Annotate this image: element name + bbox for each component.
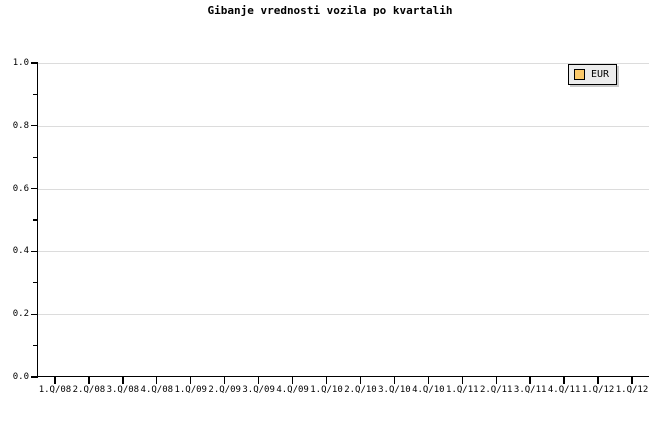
chart-legend[interactable]: EUR bbox=[568, 64, 618, 85]
gridline bbox=[38, 251, 649, 253]
y-axis-label: 1.0 bbox=[12, 58, 29, 68]
x-axis-label: 4.Q/08 bbox=[140, 385, 174, 395]
gridline bbox=[38, 63, 649, 64]
x-axis-tick bbox=[190, 377, 192, 384]
y-axis-tick bbox=[31, 313, 38, 315]
x-axis-label: 1.Q/09 bbox=[174, 385, 207, 395]
plot-area bbox=[38, 63, 649, 377]
x-axis-tick bbox=[393, 377, 396, 384]
x-axis-tick bbox=[291, 377, 294, 384]
y-axis-tick bbox=[31, 62, 38, 64]
x-axis-label: 1.Q/08 bbox=[38, 385, 72, 395]
x-axis-label: 1.Q/12 bbox=[581, 385, 615, 395]
chart-title: Gibanje vrednosti vozila po kvartalih bbox=[207, 4, 453, 17]
x-axis-label: 4.Q/09 bbox=[276, 385, 309, 395]
x-axis-label: 3.Q/10 bbox=[378, 385, 411, 395]
x-axis-label: 1.Q/11 bbox=[446, 385, 479, 395]
x-axis-label: 2.Q/09 bbox=[208, 385, 241, 395]
y-axis-label-wrap: 0.2 bbox=[0, 309, 29, 319]
x-axis-label: 1.Q/12 bbox=[615, 385, 649, 395]
x-axis-tick bbox=[631, 377, 633, 384]
y-axis-label: 0.0 bbox=[12, 372, 29, 382]
x-axis-label: 4.Q/10 bbox=[412, 385, 445, 395]
y-axis-tick bbox=[31, 376, 38, 378]
legend-swatch-eur bbox=[574, 69, 585, 80]
y-axis-label-wrap: 0.8 bbox=[0, 121, 29, 131]
x-axis-label: 3.Q/08 bbox=[106, 385, 140, 395]
x-axis-label: 2.Q/08 bbox=[72, 385, 106, 395]
x-axis-tick bbox=[495, 377, 497, 384]
x-axis-tick bbox=[54, 377, 56, 384]
y-axis-tick bbox=[31, 250, 38, 253]
x-axis-tick bbox=[88, 377, 90, 384]
x-axis-tick bbox=[325, 377, 328, 384]
x-axis-label: 1.Q/10 bbox=[310, 385, 343, 395]
y-axis-label: 0.2 bbox=[12, 309, 29, 320]
x-axis-tick bbox=[223, 377, 226, 384]
x-axis-tick bbox=[597, 377, 599, 384]
y-axis-label: 0.8 bbox=[12, 120, 29, 131]
legend-label-eur: EUR bbox=[591, 69, 610, 80]
x-axis-label: 3.Q/09 bbox=[242, 385, 275, 395]
x-axis-line bbox=[37, 376, 649, 378]
y-axis-minor-tick bbox=[33, 344, 38, 347]
y-axis-label-wrap: 0.4 bbox=[0, 246, 29, 256]
y-axis-label: 0.6 bbox=[12, 183, 29, 194]
y-axis-tick bbox=[31, 125, 38, 127]
gridline bbox=[38, 188, 649, 190]
y-axis-minor-tick bbox=[33, 156, 38, 158]
y-axis-minor-tick bbox=[33, 282, 38, 284]
y-axis-label-wrap: 1.0 bbox=[0, 58, 29, 68]
y-axis-tick bbox=[31, 187, 38, 190]
x-axis-label: 4.Q/11 bbox=[547, 385, 581, 395]
y-axis-label-wrap: 0.6 bbox=[0, 184, 29, 194]
gridline bbox=[38, 125, 649, 127]
x-axis-label: 3.Q/11 bbox=[513, 385, 547, 395]
x-axis-tick bbox=[156, 377, 158, 384]
x-axis-tick bbox=[529, 377, 531, 384]
y-axis-minor-tick bbox=[33, 93, 38, 96]
x-axis-tick bbox=[427, 377, 430, 384]
x-axis-label: 2.Q/10 bbox=[344, 385, 377, 395]
gridline bbox=[38, 314, 649, 316]
y-axis-label: 0.4 bbox=[12, 246, 29, 257]
x-axis-tick bbox=[461, 377, 463, 384]
x-axis-label: 2.Q/11 bbox=[479, 385, 513, 395]
x-axis-tick bbox=[563, 377, 565, 384]
y-axis-label-wrap: 0.0 bbox=[0, 372, 29, 382]
y-axis-minor-tick bbox=[33, 219, 38, 221]
x-axis-tick bbox=[122, 377, 124, 384]
x-axis-tick bbox=[257, 377, 260, 384]
x-axis-tick bbox=[359, 377, 362, 384]
